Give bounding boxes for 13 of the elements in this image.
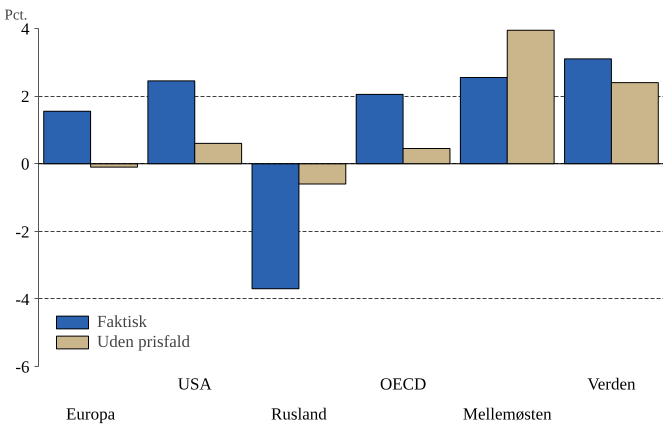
y-tick-label: -4 [15,290,30,309]
x-tick-label: OECD [380,374,426,394]
legend-label: Faktisk [97,312,148,332]
x-tick-label: Mellemøsten [462,404,552,424]
y-tick-label: -2 [15,222,30,242]
x-tick-label: USA [178,374,212,394]
y-tick-label: 0 [21,154,30,174]
x-tick-label: Verden [587,374,636,394]
x-tick-label: Europa [66,404,116,424]
y-tick-label: 2 [21,87,30,106]
legend-label: Uden prisfald [97,332,190,352]
x-tick-label: Rusland [271,404,328,424]
y-tick-label: -6 [15,358,30,376]
